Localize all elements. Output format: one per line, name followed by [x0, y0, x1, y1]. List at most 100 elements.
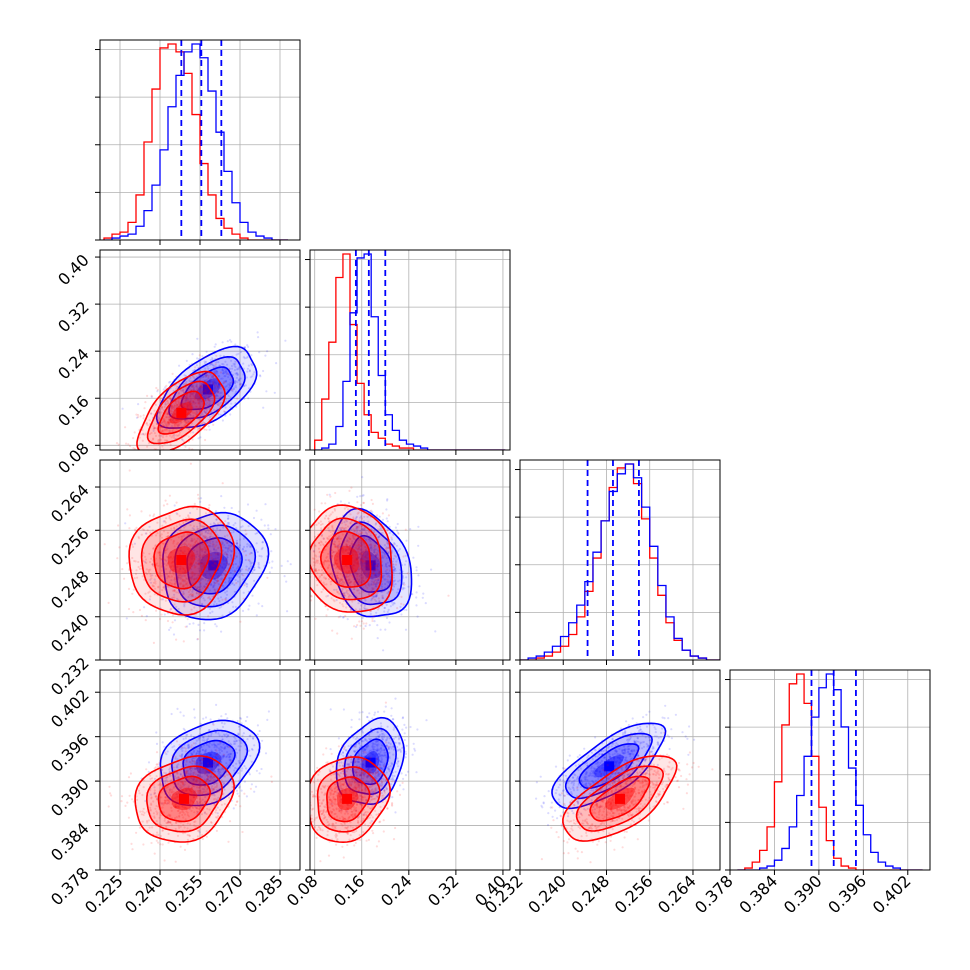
scatter-point [296, 517, 298, 519]
scatter-point [213, 744, 216, 747]
scatter-point [173, 404, 176, 407]
scatter-point [387, 585, 390, 588]
scatter-point [325, 595, 328, 598]
scatter-point [223, 774, 226, 777]
scatter-point [386, 580, 389, 584]
scatter-point [331, 524, 334, 527]
scatter-point [229, 413, 232, 416]
scatter-point [385, 572, 388, 575]
scatter-point [168, 416, 171, 419]
scatter-point [353, 564, 356, 567]
scatter-point [205, 397, 208, 400]
scatter-point [243, 346, 246, 349]
scatter-point [149, 575, 152, 578]
scatter-point [193, 578, 196, 581]
scatter-point [342, 616, 345, 619]
scatter-point [210, 376, 213, 379]
scatter-point [372, 577, 375, 580]
scatter-point [170, 419, 174, 422]
scatter-point [152, 641, 155, 645]
scatter-point [333, 561, 336, 564]
scatter-point [210, 732, 213, 735]
scatter-point [217, 579, 220, 583]
scatter-point [191, 546, 195, 549]
scatter-point [189, 773, 192, 777]
scatter-point [172, 414, 175, 417]
scatter-point [348, 547, 351, 550]
scatter-point [215, 541, 218, 544]
scatter-point [169, 415, 172, 418]
scatter-point [362, 501, 365, 505]
scatter-point [152, 547, 155, 550]
scatter-point [305, 583, 307, 585]
scatter-point [187, 595, 190, 599]
scatter-point [202, 597, 205, 600]
scatter-point [196, 393, 199, 396]
scatter-point [337, 548, 340, 551]
scatter-point [343, 527, 346, 530]
scatter-point [213, 545, 216, 548]
scatter-point [236, 360, 239, 363]
scatter-point [194, 767, 198, 771]
scatter-point [380, 587, 383, 591]
scatter-point [189, 556, 192, 559]
scatter-point [221, 738, 224, 742]
scatter-point [217, 374, 220, 377]
scatter-point [202, 556, 205, 559]
scatter-point [194, 585, 197, 589]
scatter-point [184, 780, 187, 783]
scatter-point [196, 637, 199, 641]
scatter-point [317, 547, 321, 550]
scatter-point [239, 716, 242, 720]
scatter-point [227, 517, 230, 520]
scatter-point [154, 434, 158, 437]
scatter-point [181, 404, 184, 407]
scatter-point [180, 754, 183, 758]
scatter-point [161, 802, 164, 805]
scatter-point [165, 549, 168, 552]
scatter-point [170, 454, 172, 456]
scatter-point [158, 552, 161, 555]
scatter-point [200, 391, 203, 394]
scatter-point [189, 404, 192, 407]
scatter-point [326, 537, 329, 540]
scatter-point [165, 423, 168, 426]
scatter-point [188, 834, 191, 838]
scatter-point [249, 376, 252, 379]
scatter-point [166, 577, 169, 580]
scatter-point [372, 570, 375, 573]
scatter-point [186, 421, 189, 424]
scatter-point [184, 419, 187, 422]
scatter-point [154, 574, 157, 578]
scatter-point [214, 731, 217, 734]
scatter-point [363, 564, 366, 568]
scatter-point [188, 760, 191, 764]
scatter-point [357, 589, 360, 592]
y-tick-label: 0.08 [54, 439, 93, 478]
scatter-point [356, 530, 359, 533]
scatter-point [138, 436, 141, 439]
scatter-point [153, 578, 156, 581]
scatter-point [230, 506, 233, 510]
scatter-point [198, 373, 202, 376]
scatter-point [352, 528, 355, 531]
panel-1-1 [305, 249, 511, 451]
scatter-point [234, 372, 237, 375]
scatter-point [319, 520, 322, 523]
scatter-point [201, 748, 204, 752]
scatter-point [186, 414, 189, 417]
scatter-point [195, 383, 198, 386]
scatter-point [370, 576, 373, 579]
scatter-point [201, 558, 204, 562]
scatter-point [328, 535, 331, 538]
scatter-point [207, 528, 210, 531]
scatter-point [344, 549, 347, 553]
scatter-point [182, 590, 185, 594]
scatter-point [228, 578, 231, 581]
scatter-point [128, 444, 132, 448]
scatter-point [181, 746, 184, 749]
scatter-point [185, 583, 188, 586]
scatter-point [371, 619, 374, 623]
scatter-point [346, 572, 349, 575]
scatter-point [368, 624, 371, 627]
